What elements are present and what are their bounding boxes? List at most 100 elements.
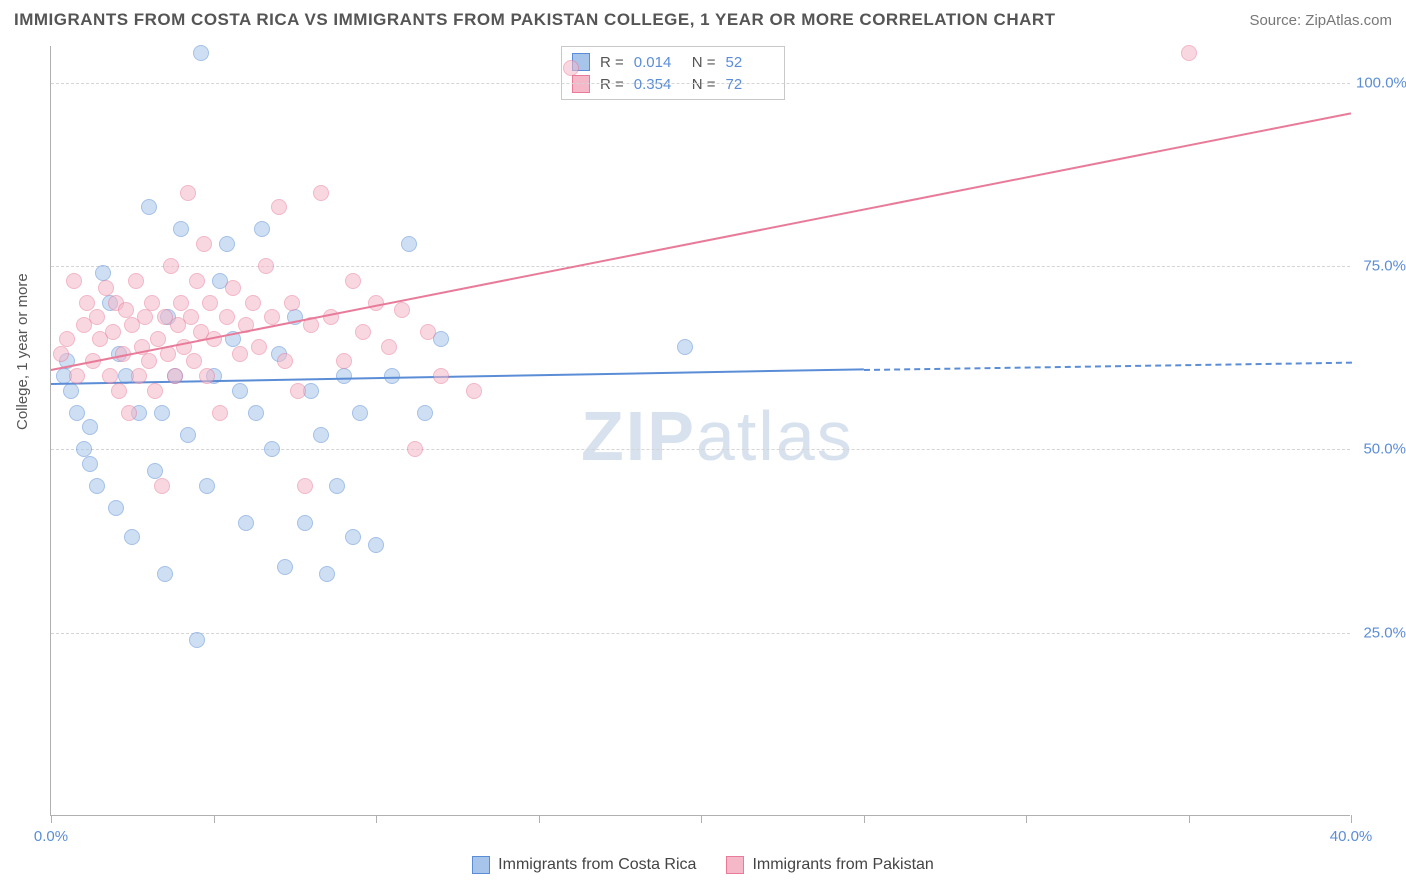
scatter-point bbox=[219, 236, 235, 252]
legend-swatch bbox=[572, 75, 590, 93]
legend-stat-row: R =0.354N =72 bbox=[572, 73, 774, 95]
y-tick-label: 75.0% bbox=[1356, 258, 1406, 275]
scatter-point bbox=[89, 478, 105, 494]
scatter-point bbox=[157, 566, 173, 582]
scatter-point bbox=[212, 405, 228, 421]
scatter-point bbox=[254, 221, 270, 237]
scatter-point bbox=[163, 258, 179, 274]
gridline bbox=[51, 266, 1350, 267]
scatter-point bbox=[225, 280, 241, 296]
scatter-point bbox=[232, 383, 248, 399]
scatter-point bbox=[258, 258, 274, 274]
chart-title: IMMIGRANTS FROM COSTA RICA VS IMMIGRANTS… bbox=[14, 10, 1056, 30]
x-tick bbox=[214, 815, 215, 823]
n-value: 72 bbox=[726, 76, 774, 93]
scatter-point bbox=[69, 405, 85, 421]
scatter-point bbox=[277, 353, 293, 369]
scatter-point bbox=[180, 185, 196, 201]
scatter-point bbox=[154, 405, 170, 421]
legend-stat-row: R = 0.014 N = 52 bbox=[572, 51, 774, 73]
scatter-point bbox=[118, 302, 134, 318]
scatter-point bbox=[137, 309, 153, 325]
scatter-point bbox=[248, 405, 264, 421]
scatter-point bbox=[102, 368, 118, 384]
scatter-point bbox=[189, 632, 205, 648]
scatter-point bbox=[232, 346, 248, 362]
scatter-point bbox=[407, 441, 423, 457]
scatter-point bbox=[193, 45, 209, 61]
gridline bbox=[51, 633, 1350, 634]
scatter-point bbox=[147, 383, 163, 399]
n-value: 52 bbox=[726, 54, 774, 71]
regression-line-dashed bbox=[863, 361, 1351, 370]
scatter-point bbox=[147, 463, 163, 479]
legend-stats: R =0.014N =52R =0.354N =72 bbox=[561, 46, 785, 100]
y-axis-label: College, 1 year or more bbox=[14, 273, 31, 430]
x-tick bbox=[1351, 815, 1352, 823]
scatter-point bbox=[59, 331, 75, 347]
scatter-point bbox=[108, 500, 124, 516]
n-label: N = bbox=[692, 76, 716, 93]
scatter-point bbox=[141, 199, 157, 215]
y-tick-label: 100.0% bbox=[1356, 74, 1406, 91]
regression-line bbox=[51, 112, 1351, 371]
x-tick bbox=[701, 815, 702, 823]
scatter-point bbox=[336, 368, 352, 384]
r-value: 0.014 bbox=[634, 54, 682, 71]
x-tick bbox=[1189, 815, 1190, 823]
scatter-point bbox=[173, 221, 189, 237]
scatter-point bbox=[284, 295, 300, 311]
legend-label: Immigrants from Costa Rica bbox=[498, 856, 696, 874]
scatter-point bbox=[69, 368, 85, 384]
scatter-point bbox=[183, 309, 199, 325]
n-label: N = bbox=[692, 54, 716, 71]
watermark: ZIPatlas bbox=[581, 396, 854, 476]
scatter-point bbox=[355, 324, 371, 340]
scatter-point bbox=[433, 368, 449, 384]
r-label: R = bbox=[600, 54, 624, 71]
scatter-point bbox=[329, 478, 345, 494]
scatter-point bbox=[173, 295, 189, 311]
scatter-point bbox=[154, 478, 170, 494]
legend-item: Immigrants from Pakistan bbox=[726, 856, 933, 874]
scatter-point bbox=[313, 427, 329, 443]
scatter-point bbox=[277, 559, 293, 575]
scatter-point bbox=[394, 302, 410, 318]
scatter-point bbox=[111, 383, 127, 399]
scatter-point bbox=[105, 324, 121, 340]
scatter-point bbox=[141, 353, 157, 369]
legend-bottom: Immigrants from Costa Rica Immigrants fro… bbox=[0, 856, 1406, 874]
legend-item: Immigrants from Costa Rica bbox=[472, 856, 696, 874]
scatter-point bbox=[128, 273, 144, 289]
gridline bbox=[51, 83, 1350, 84]
scatter-point bbox=[66, 273, 82, 289]
x-tick-label: 0.0% bbox=[34, 828, 68, 845]
scatter-point bbox=[245, 295, 261, 311]
scatter-point bbox=[82, 456, 98, 472]
scatter-point bbox=[199, 368, 215, 384]
scatter-point bbox=[345, 273, 361, 289]
scatter-point bbox=[563, 60, 579, 76]
scatter-point bbox=[53, 346, 69, 362]
scatter-point bbox=[79, 295, 95, 311]
scatter-point bbox=[124, 529, 140, 545]
scatter-point bbox=[417, 405, 433, 421]
x-tick-label: 40.0% bbox=[1330, 828, 1373, 845]
y-tick-label: 50.0% bbox=[1356, 441, 1406, 458]
scatter-point bbox=[345, 529, 361, 545]
scatter-point bbox=[167, 368, 183, 384]
scatter-point bbox=[150, 331, 166, 347]
scatter-point bbox=[219, 309, 235, 325]
scatter-point bbox=[319, 566, 335, 582]
scatter-point bbox=[121, 405, 137, 421]
scatter-point bbox=[401, 236, 417, 252]
scatter-point bbox=[131, 368, 147, 384]
scatter-point bbox=[82, 419, 98, 435]
scatter-point bbox=[466, 383, 482, 399]
x-tick bbox=[864, 815, 865, 823]
scatter-point bbox=[368, 537, 384, 553]
scatter-point bbox=[381, 339, 397, 355]
x-tick bbox=[376, 815, 377, 823]
scatter-point bbox=[251, 339, 267, 355]
gridline bbox=[51, 449, 1350, 450]
